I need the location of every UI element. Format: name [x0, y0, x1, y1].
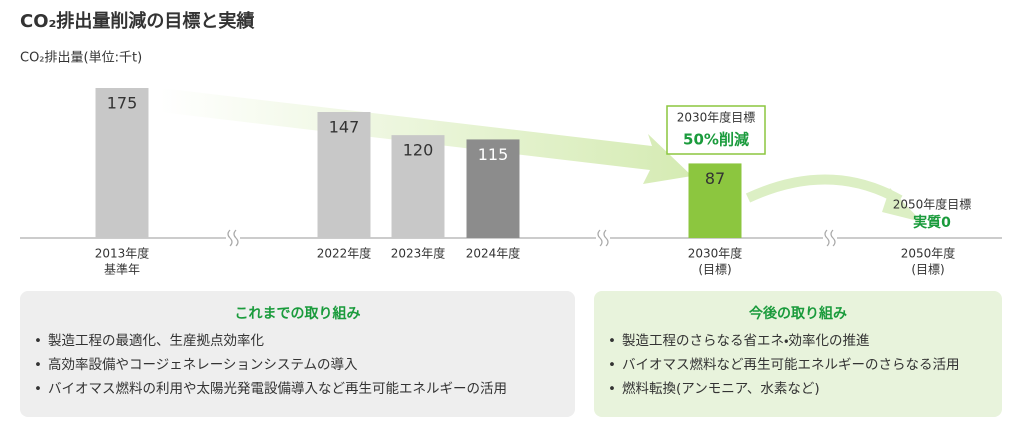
panel-item: バイオマス燃料の利用や太陽光発電設備導入など再生可能エネルギーの活用 — [34, 377, 561, 401]
trend-arrow-head — [882, 188, 922, 222]
x-tick-label: 2023年度 — [391, 247, 446, 261]
panel-item: バイオマス燃料など再生可能エネルギーのさらなる活用 — [608, 353, 988, 377]
panel-item: 製造工程のさらなる省エネ・効率化の推進 — [608, 329, 988, 353]
panel-title: これまでの取り組み — [234, 306, 361, 322]
x-tick-label: (目標) — [698, 263, 731, 277]
panel-item: 高効率設備やコージェネレーションシステムの導入 — [34, 353, 561, 377]
x-tick-label: 2024年度 — [466, 247, 521, 261]
x-tick-label: 2030年度 — [688, 247, 743, 261]
x-tick-label: 2022年度 — [317, 247, 372, 261]
bar — [95, 88, 149, 238]
bar — [317, 112, 371, 238]
value-label: 115 — [478, 145, 509, 164]
panel: これまでの取り組み製造工程の最適化、生産拠点効率化高効率設備やコージェネレーショ… — [20, 291, 575, 417]
axis-breaks — [226, 228, 837, 248]
panel-list: 製造工程の最適化、生産拠点効率化高効率設備やコージェネレーションシステムの導入バ… — [34, 329, 561, 401]
chart-title: CO₂排出量削減の目標と実績 — [20, 10, 255, 32]
annotation: 実質0 — [913, 214, 951, 231]
value-label: 87 — [705, 169, 725, 188]
panel-item: 製造工程の最適化、生産拠点効率化 — [34, 329, 561, 353]
x-tick-label: 基準年 — [104, 262, 140, 277]
x-tick-label: 2013年度 — [95, 247, 150, 261]
trend-arrow — [745, 174, 903, 205]
annotation: 50%削減 — [683, 131, 749, 149]
x-tick-label: (目標) — [911, 263, 944, 277]
annotation: 2030年度目標 — [677, 111, 756, 125]
panel-item: 燃料転換(アンモニア、水素など) — [608, 377, 988, 401]
value-label: 147 — [329, 118, 360, 137]
panel-list: 製造工程のさらなる省エネ・効率化の推進バイオマス燃料など再生可能エネルギーのさら… — [608, 329, 988, 401]
panel-title: 今後の取り組み — [749, 306, 847, 322]
x-tick-label: 2050年度 — [901, 247, 956, 261]
bar — [466, 139, 520, 238]
value-label: 175 — [107, 94, 138, 113]
value-label: 120 — [403, 141, 434, 160]
annotation: 2050年度目標 — [893, 198, 972, 212]
bar — [391, 135, 445, 238]
panel: 今後の取り組み製造工程のさらなる省エネ・効率化の推進バイオマス燃料など再生可能エ… — [594, 291, 1002, 417]
chart: CO₂排出量削減の目標と実績 CO₂排出量(単位:千t) 2030年度目標 50… — [20, 10, 1002, 277]
chart-subtitle: CO₂排出量(単位:千t) — [20, 50, 142, 66]
bar — [688, 163, 742, 238]
annotation-box — [666, 105, 766, 155]
